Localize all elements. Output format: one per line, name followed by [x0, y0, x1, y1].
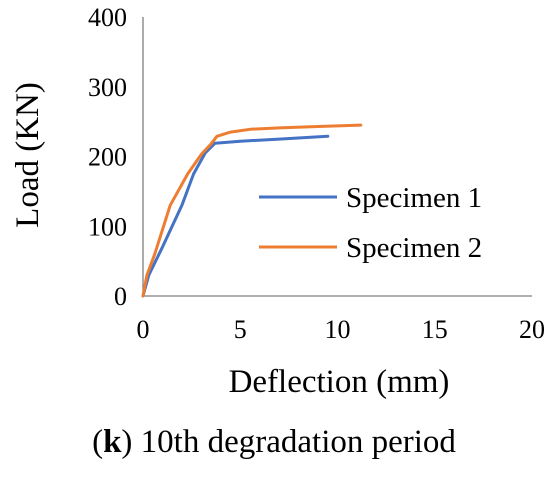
y-tick-label: 200 [88, 143, 127, 172]
caption-label-open: ( [92, 424, 103, 460]
legend-label-1: Specimen 1 [346, 182, 482, 214]
x-tick-label: 0 [137, 315, 150, 344]
x-axis-title: Deflection (mm) [229, 364, 450, 400]
legend: Specimen 1 Specimen 2 [259, 182, 482, 264]
series-lines [141, 123, 363, 298]
y-tick-label: 400 [88, 3, 127, 32]
x-tick-label: 20 [519, 315, 545, 344]
caption-label-close: ) [121, 424, 132, 460]
series-line-1 [141, 134, 330, 298]
y-tick-label: 300 [88, 73, 127, 102]
y-tick-label: 0 [114, 282, 127, 311]
legend-label-2: Specimen 2 [346, 232, 482, 264]
caption-text: 10th degradation period [132, 424, 456, 460]
x-tick-label: 5 [234, 315, 247, 344]
caption-label: k [103, 424, 122, 460]
x-tick-label: 10 [325, 315, 351, 344]
y-tick-label: 100 [88, 212, 127, 241]
series-line-2 [141, 123, 363, 298]
y-tick-labels: 0 100 200 300 400 [88, 3, 127, 311]
figure-caption: (k) 10th degradation period [92, 424, 456, 460]
axes [142, 17, 532, 297]
x-tick-label: 15 [422, 315, 448, 344]
x-tick-labels: 0 5 10 15 20 [137, 315, 546, 344]
y-axis-title: Load (KN) [10, 82, 46, 228]
